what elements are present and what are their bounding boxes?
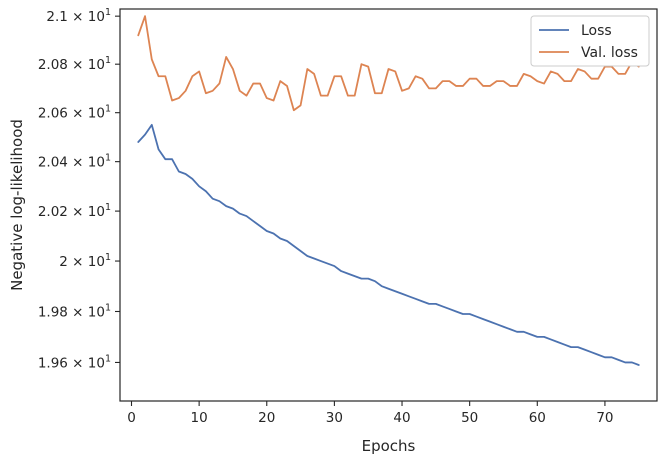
- x-tick-label: 20: [258, 410, 275, 426]
- x-tick-label: 60: [529, 410, 546, 426]
- y-tick-label: 2.02 × 101: [38, 202, 111, 220]
- y-axis: 1.96 × 101 1.98 × 101 2 × 101 2.02 × 101 2.0…: [38, 7, 120, 371]
- x-tick-label: 50: [461, 410, 478, 426]
- x-tick-label: 10: [191, 410, 208, 426]
- legend: Loss Val. loss: [530, 15, 650, 67]
- legend-frame: [530, 15, 650, 67]
- x-tick-label: 30: [326, 410, 343, 426]
- series-layer: [137, 15, 640, 366]
- y-tick-label: 2 × 101: [59, 252, 111, 270]
- y-axis-label: Negative log-likelihood: [8, 119, 26, 291]
- y-tick-label: 2.08 × 101: [38, 55, 111, 73]
- x-tick-label: 70: [596, 410, 613, 426]
- series-line-loss: [137, 123, 640, 366]
- legend-label-val-loss: Val. loss: [581, 45, 638, 61]
- plot-frame: [119, 8, 658, 402]
- x-axis: 0 10 20 30 40 50 60 70: [127, 401, 614, 426]
- series-line-val-loss: [137, 15, 640, 112]
- y-tick-label: 2.06 × 101: [38, 104, 111, 122]
- y-tick-label: 2.04 × 101: [38, 153, 111, 171]
- legend-label-loss: Loss: [581, 23, 612, 39]
- x-tick-label: 40: [393, 410, 410, 426]
- y-tick-label: 1.98 × 101: [38, 302, 111, 320]
- y-tick-label: 2.1 × 101: [46, 7, 111, 25]
- y-tick-label: 1.96 × 101: [38, 353, 111, 371]
- x-tick-label: 0: [127, 410, 136, 426]
- x-axis-label: Epochs: [362, 437, 416, 455]
